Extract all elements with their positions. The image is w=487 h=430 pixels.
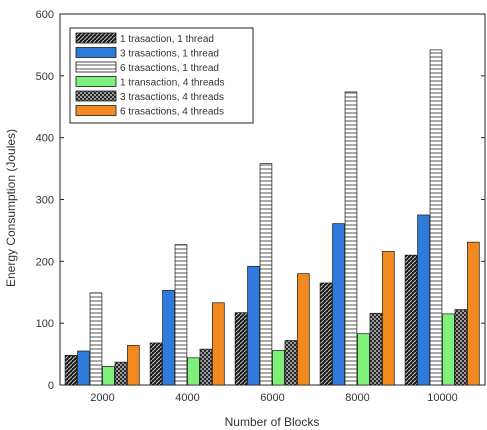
x-axis-label: Number of Blocks — [225, 415, 320, 429]
y-tick-label: 600 — [36, 9, 54, 21]
y-axis-label: Energy Consumption (Joules) — [4, 129, 18, 287]
bar — [64, 354, 78, 386]
bar — [114, 361, 128, 386]
bar — [77, 350, 90, 386]
bar — [272, 350, 285, 386]
legend-swatch — [75, 61, 117, 73]
x-tick-label: 10000 — [427, 392, 458, 404]
legend-label: 3 trasactions, 4 threads — [120, 92, 224, 103]
bar — [199, 348, 213, 386]
bar — [344, 91, 358, 386]
legend-label: 6 trasactions, 4 threads — [120, 107, 224, 118]
y-axis: 0 100 200 300 400 500 600 — [36, 9, 485, 392]
x-axis: 2000 4000 6000 8000 10000 — [90, 381, 458, 404]
bar — [382, 251, 395, 386]
y-tick-label: 200 — [36, 256, 54, 268]
bar — [404, 254, 418, 386]
bar — [259, 163, 273, 386]
bar — [369, 312, 383, 386]
bar — [442, 313, 455, 386]
legend-label: 3 trasactions, 1 thread — [120, 49, 219, 60]
x-tick-label: 6000 — [260, 392, 284, 404]
bar — [297, 273, 310, 386]
bar — [319, 282, 333, 386]
legend-label: 1 trasaction, 1 thread — [120, 34, 214, 45]
bar — [149, 342, 163, 386]
legend: 1 trasaction, 1 thread 3 trasactions, 1 t… — [69, 27, 254, 124]
bar — [89, 292, 103, 386]
y-tick-label: 500 — [36, 71, 54, 83]
legend-swatch — [75, 90, 117, 102]
bar — [247, 265, 260, 386]
y-tick-label: 400 — [36, 133, 54, 145]
bar — [429, 49, 443, 386]
legend-swatch — [75, 47, 117, 58]
bar — [417, 214, 430, 386]
bar — [284, 340, 298, 386]
bar — [467, 241, 480, 386]
bar — [174, 244, 188, 386]
legend-swatch — [75, 32, 117, 44]
legend-label: 1 transaction, 4 threads — [120, 78, 225, 89]
bar — [102, 366, 115, 386]
x-tick-label: 2000 — [90, 392, 114, 404]
x-tick-label: 8000 — [345, 392, 369, 404]
bars — [64, 49, 480, 386]
legend-swatch — [75, 105, 117, 116]
bar — [162, 290, 175, 386]
bar — [187, 357, 200, 386]
bar — [234, 312, 248, 386]
y-tick-label: 0 — [48, 380, 54, 392]
legend-swatch — [75, 76, 117, 87]
legend-label: 6 trasactions, 1 thread — [120, 63, 219, 74]
bar — [212, 302, 225, 386]
bar — [127, 345, 140, 386]
y-tick-label: 100 — [36, 318, 54, 330]
bar — [357, 333, 370, 386]
bar — [454, 309, 468, 386]
y-tick-label: 300 — [36, 195, 54, 207]
x-tick-label: 4000 — [175, 392, 199, 404]
bar — [332, 223, 345, 386]
